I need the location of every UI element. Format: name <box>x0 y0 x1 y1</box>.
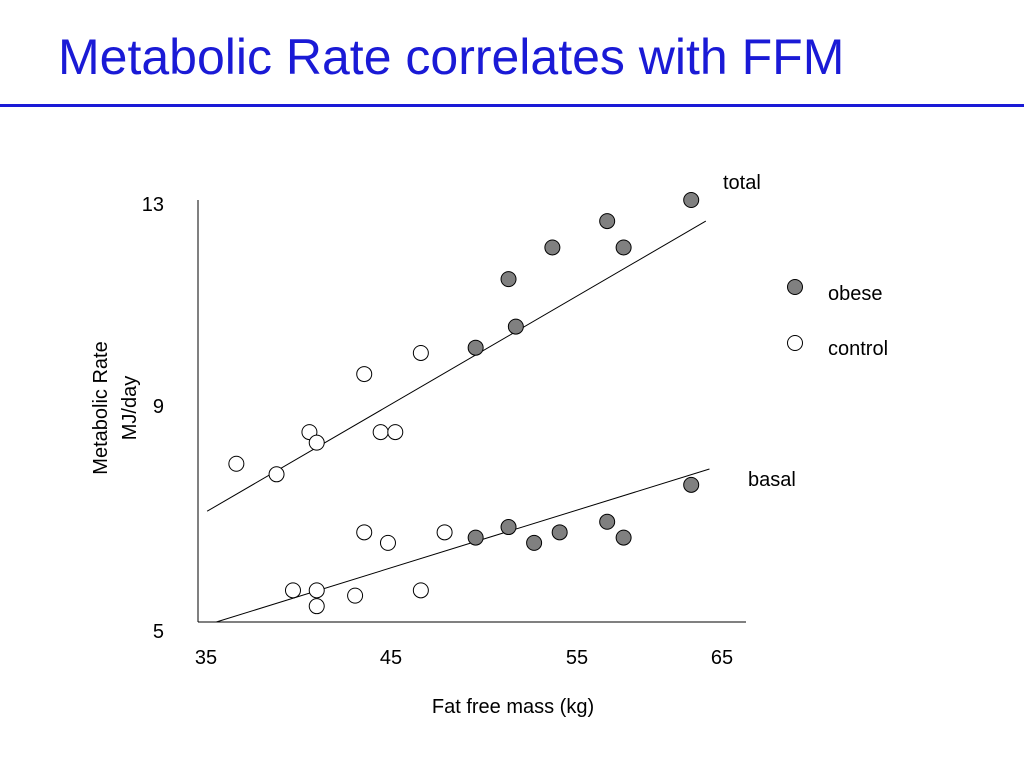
data-point-total-control <box>356 366 373 383</box>
y-axis-label-line1: Metabolic Rate <box>90 341 112 474</box>
data-point-total-control <box>387 424 404 441</box>
y-tick-label: 9 <box>153 396 164 418</box>
data-point-total-control <box>308 434 325 451</box>
data-point-basal-obese <box>526 534 543 551</box>
data-point-total-obese <box>507 318 524 335</box>
data-point-basal-obese <box>615 529 632 546</box>
data-point-total-obese <box>683 192 700 208</box>
x-tick-label: 35 <box>195 647 217 669</box>
slide-title: Metabolic Rate correlates with FFM <box>58 29 845 85</box>
data-point-total-control <box>228 455 245 472</box>
data-point-total-control <box>372 424 389 441</box>
legend-marker-control <box>787 335 803 351</box>
trendline-basal <box>216 468 710 623</box>
data-point-total-obese <box>599 213 616 230</box>
y-axis-label-line2: MJ/day <box>119 376 141 440</box>
x-tick-label: 55 <box>566 647 588 669</box>
x-tick-label: 65 <box>711 647 733 669</box>
x-axis-label: Fat free mass (kg) <box>432 696 594 718</box>
legend-label-control: control <box>828 338 888 360</box>
data-point-basal-control <box>379 534 396 551</box>
data-point-total-obese <box>467 339 484 356</box>
data-point-basal-obese <box>467 529 484 546</box>
series-label-total: total <box>723 172 761 194</box>
data-point-total-obese <box>544 239 561 256</box>
data-point-basal-obese <box>551 524 568 541</box>
trendline-total <box>206 220 707 512</box>
data-point-total-obese <box>500 271 517 288</box>
data-point-basal-control <box>436 524 453 541</box>
data-point-basal-control <box>284 582 301 599</box>
y-tick-label: 5 <box>153 621 164 643</box>
data-point-total-obese <box>615 239 632 256</box>
y-tick-label: 13 <box>142 194 164 216</box>
data-point-basal-control <box>356 524 373 541</box>
legend-marker-obese <box>787 279 803 295</box>
data-point-basal-obese <box>500 519 517 536</box>
title-divider <box>0 104 1024 107</box>
x-tick-label: 45 <box>380 647 402 669</box>
data-point-basal-obese <box>683 476 700 493</box>
data-point-total-control <box>268 466 285 483</box>
data-point-basal-obese <box>599 513 616 530</box>
legend-label-obese: obese <box>828 283 883 305</box>
data-point-basal-control <box>347 587 364 604</box>
series-label-basal: basal <box>748 469 796 491</box>
data-point-basal-control <box>308 598 325 615</box>
data-point-basal-control <box>412 582 429 599</box>
data-point-total-control <box>412 344 429 361</box>
data-point-basal-control <box>308 582 325 599</box>
